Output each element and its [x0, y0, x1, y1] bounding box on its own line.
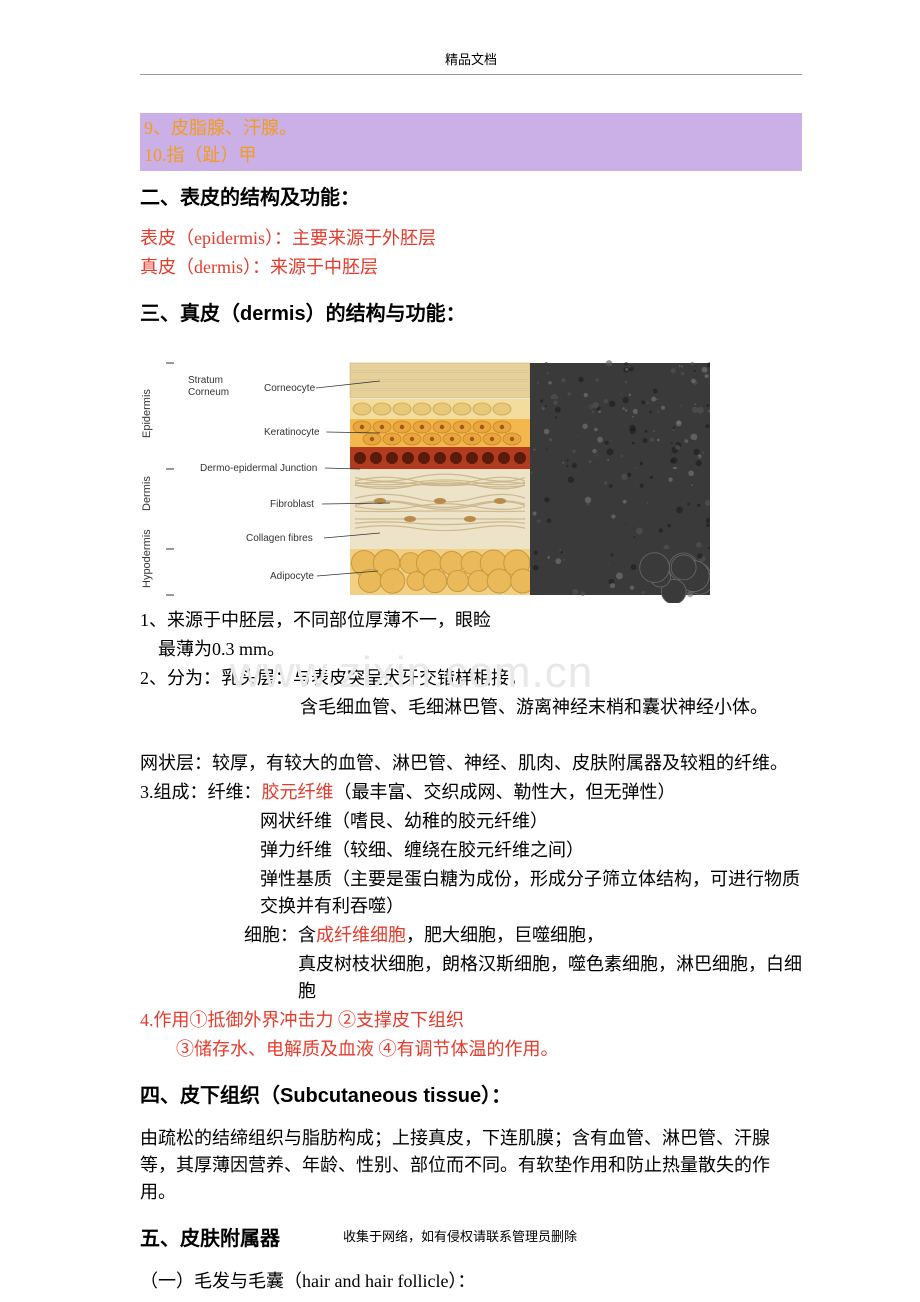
sec3-p1a: 1、来源于中胚层，不同部位厚薄不一，眼睑 — [140, 607, 802, 634]
sec3-p6b: ③储存水、电解质及血液 ④有调节体温的作用。 — [140, 1036, 802, 1063]
svg-text:Corneocyte: Corneocyte — [264, 383, 316, 394]
sec3-p5a-pre: 细胞：含 — [244, 925, 316, 945]
sec3-p4a-red: 胶元纤维 — [262, 782, 334, 802]
section-4-title: 四、皮下组织（Subcutaneous tissue）： — [140, 1081, 802, 1111]
svg-text:Dermis: Dermis — [141, 475, 153, 510]
page-header-label: 精品文档 — [140, 50, 802, 70]
page-footer: 收集于网络，如有侵权请联系管理员删除 — [0, 1227, 920, 1247]
sec3-p5a-red: 成纤维细胞 — [316, 925, 406, 945]
sec3-p4a-tail: （最丰富、交织成网、勒性大，但无弹性） — [334, 782, 676, 802]
sec3-p2a: 2、分为：乳头层：与表皮突呈犬牙交错样相接， — [140, 665, 802, 692]
highlight-line-1: 9、皮脂腺、汗腺。 — [144, 115, 798, 142]
header-divider — [140, 74, 802, 75]
sec3-p4c: 弹力纤维（较细、缠绕在胶元纤维之间） — [140, 837, 802, 864]
sec3-p2b: 含毛细血管、毛细淋巴管、游离神经末梢和囊状神经小体。 — [140, 694, 802, 721]
svg-text:Corneum: Corneum — [188, 387, 229, 398]
svg-text:Keratinocyte: Keratinocyte — [264, 427, 320, 438]
section-2-title: 二、表皮的结构及功能： — [140, 183, 802, 213]
sec3-p4d: 弹性基质（主要是蛋白糖为成份，形成分子筛立体结构，可进行物质交换并有利吞噬） — [140, 866, 802, 920]
highlight-line-2: 10.指（趾）甲 — [144, 142, 798, 169]
section-3-title: 三、真皮（dermis）的结构与功能： — [140, 299, 802, 329]
skin-diagram: StratumCorneum Corneocyte Keratinocyte Derm… — [140, 343, 802, 603]
highlight-box: 9、皮脂腺、汗腺。 10.指（趾）甲 — [140, 113, 802, 171]
sec5-body: （一）毛发与毛囊（hair and hair follicle）： — [140, 1268, 802, 1295]
svg-text:Stratum: Stratum — [188, 375, 223, 386]
svg-text:Dermo-epidermal Junction: Dermo-epidermal Junction — [200, 463, 317, 474]
sec4-body: 由疏松的结缔组织与脂肪构成；上接真皮，下连肌膜；含有血管、淋巴管、汗腺等，其厚薄… — [140, 1125, 802, 1206]
sec3-p3: 网状层：较厚，有较大的血管、淋巴管、神经、肌肉、皮肤附属器及较粗的纤维。 — [140, 750, 802, 777]
svg-text:Collagen fibres: Collagen fibres — [246, 533, 313, 544]
svg-text:Hypodermis: Hypodermis — [141, 528, 153, 587]
sec3-p4a-pre: 3.组成：纤维： — [140, 782, 262, 802]
sec3-p5a: 细胞：含成纤维细胞，肥大细胞，巨噬细胞， — [140, 922, 802, 949]
sec3-p5b: 真皮树枝状细胞，朗格汉斯细胞，噬色素细胞，淋巴细胞，白细胞 — [140, 951, 802, 1005]
svg-text:Fibroblast: Fibroblast — [270, 499, 314, 510]
sec3-p4b: 网状纤维（嗜艮、幼稚的胶元纤维） — [140, 808, 802, 835]
sec3-p5a-tail: ，肥大细胞，巨噬细胞， — [406, 925, 604, 945]
sec3-p6a: 4.作用①抵御外界冲击力 ②支撑皮下组织 — [140, 1007, 802, 1034]
sec2-line-1: 表皮（epidermis）：主要来源于外胚层 — [140, 225, 802, 252]
sec3-p4a: 3.组成：纤维：胶元纤维（最丰富、交织成网、勒性大，但无弹性） — [140, 779, 802, 806]
svg-text:Epidermis: Epidermis — [141, 388, 153, 437]
svg-text:Adipocyte: Adipocyte — [270, 571, 314, 582]
sec2-line-2: 真皮（dermis）：来源于中胚层 — [140, 254, 802, 281]
sec3-p1b: 最薄为0.3 mm。 — [140, 636, 802, 663]
